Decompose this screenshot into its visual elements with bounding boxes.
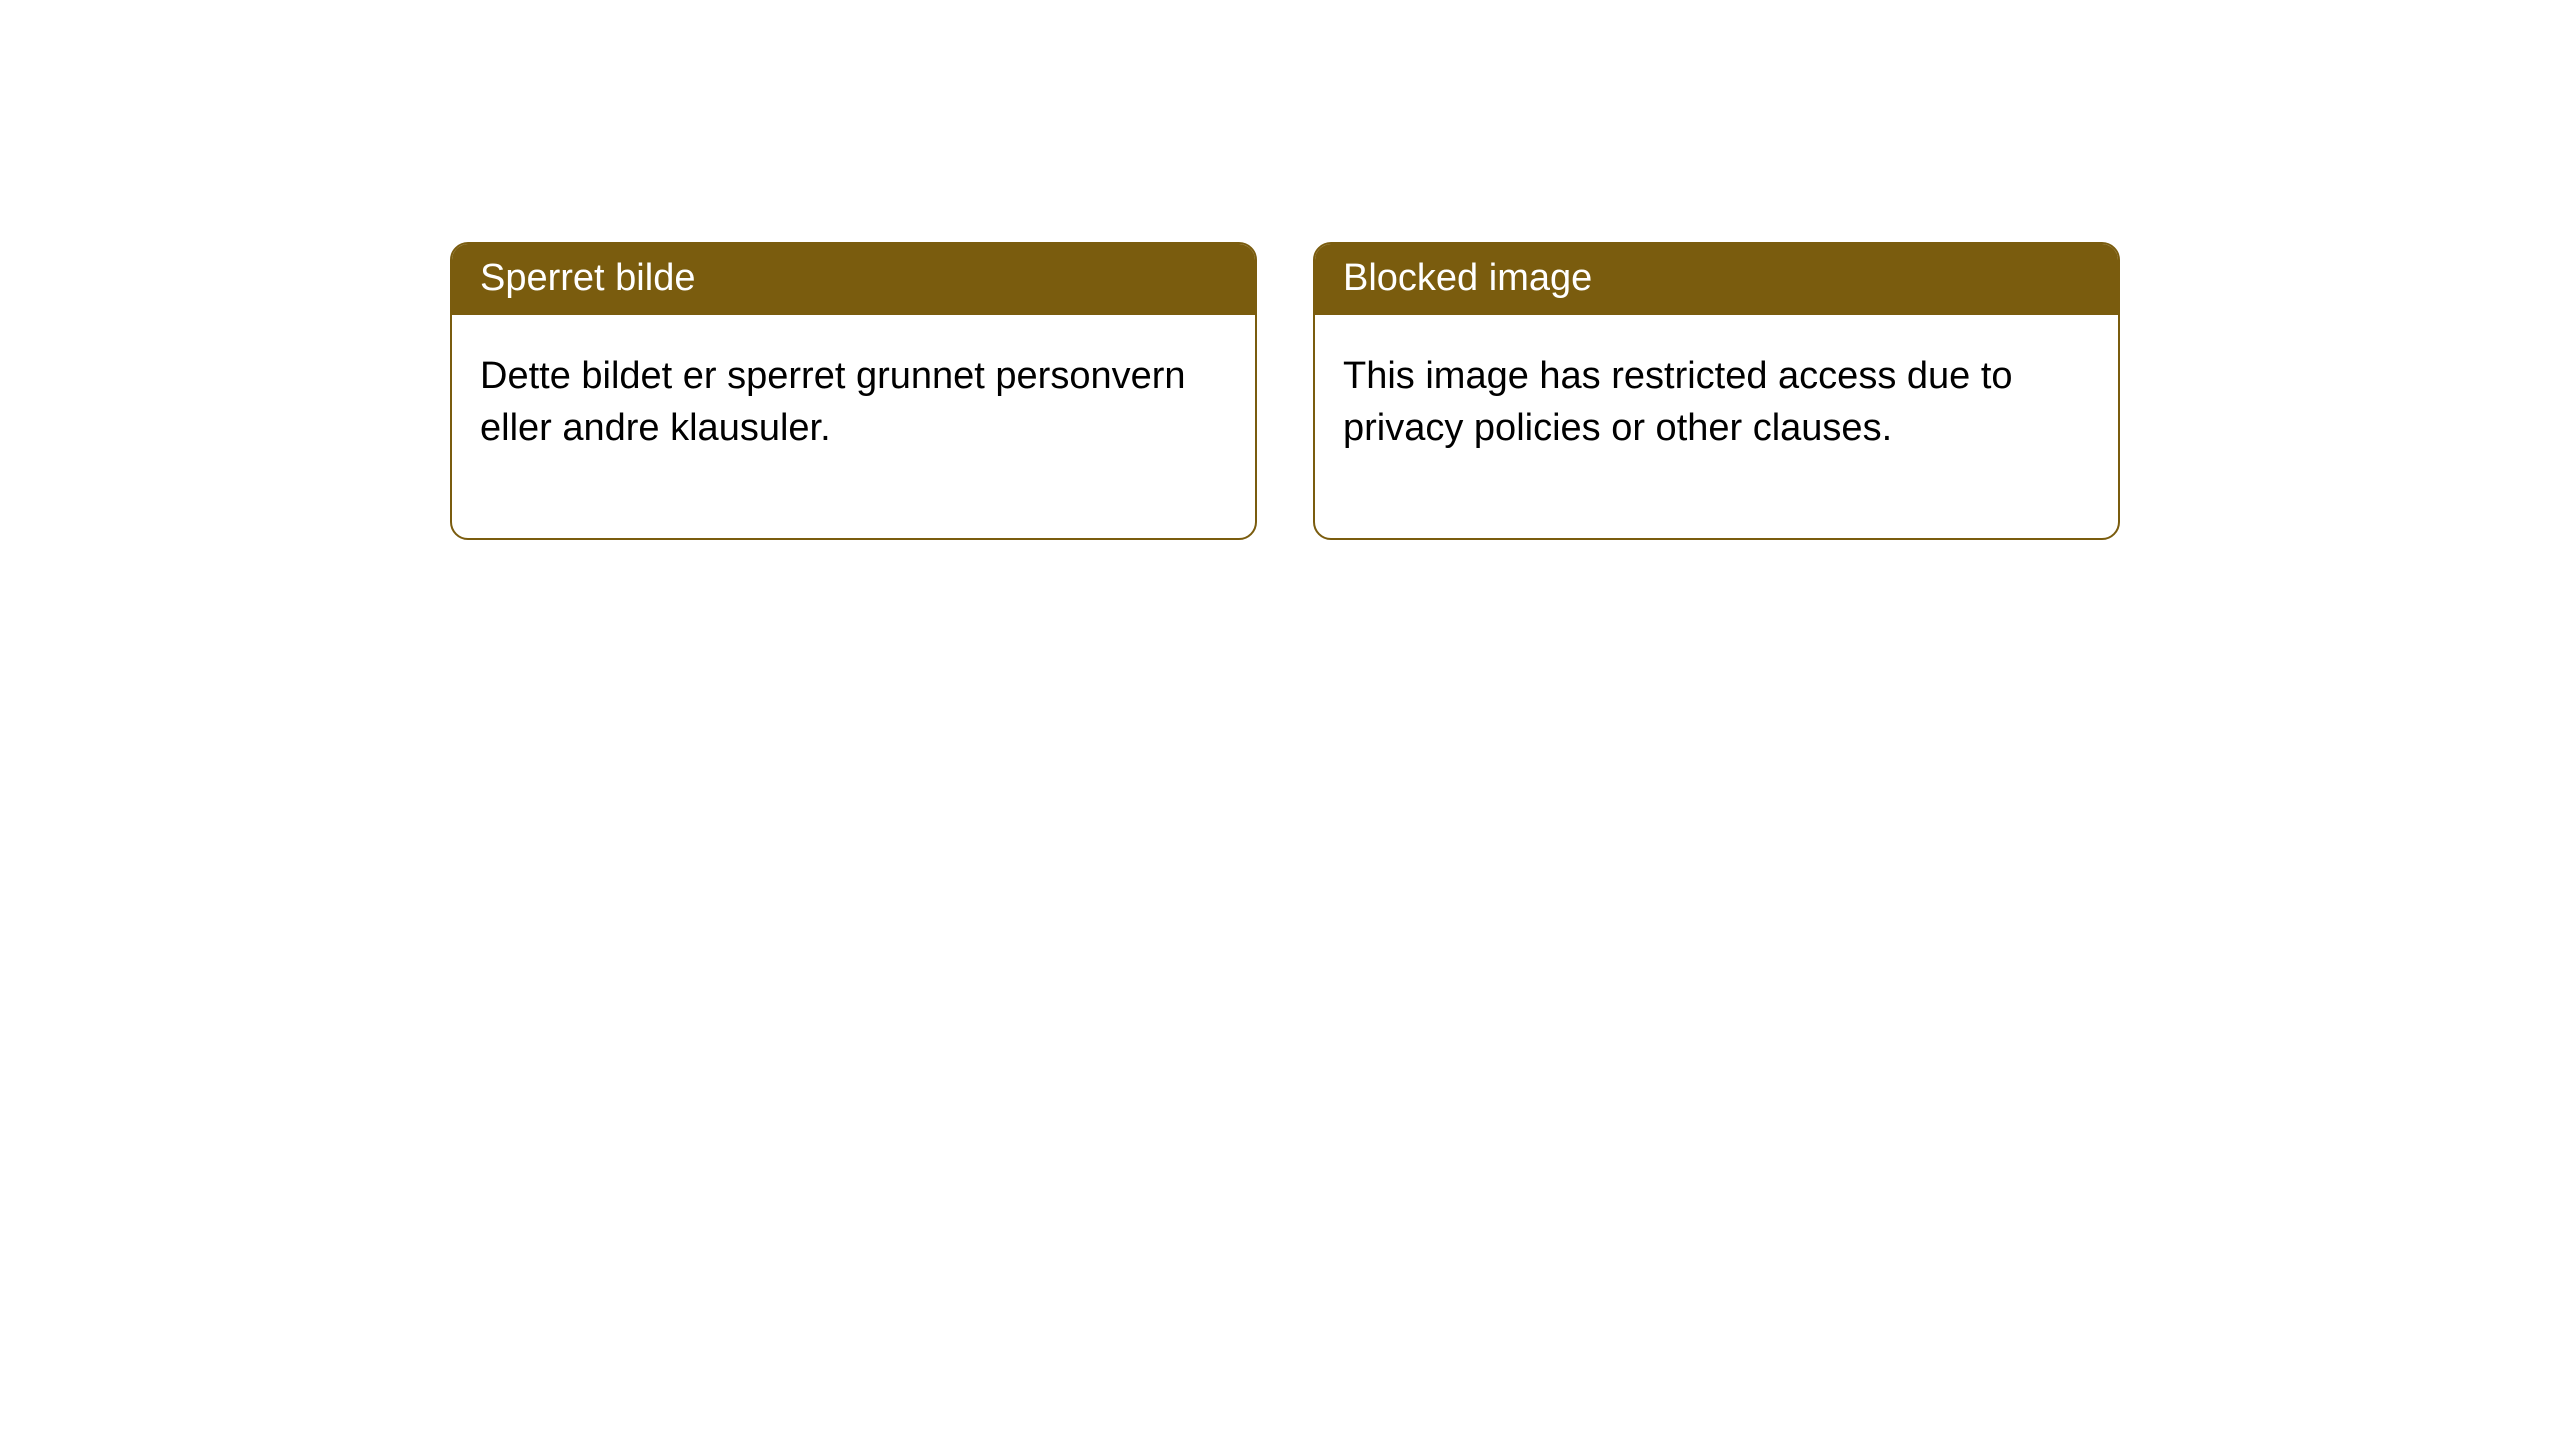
notice-title: Sperret bilde xyxy=(480,257,695,299)
notice-body: Dette bildet er sperret grunnet personve… xyxy=(452,315,1255,538)
notice-card-norwegian: Sperret bilde Dette bildet er sperret gr… xyxy=(450,242,1257,540)
notice-card-english: Blocked image This image has restricted … xyxy=(1313,242,2120,540)
notice-text: This image has restricted access due to … xyxy=(1343,355,2013,448)
notice-text: Dette bildet er sperret grunnet personve… xyxy=(480,355,1186,448)
notice-header: Blocked image xyxy=(1315,244,2118,315)
notice-title: Blocked image xyxy=(1343,257,1592,299)
notice-body: This image has restricted access due to … xyxy=(1315,315,2118,538)
notice-container: Sperret bilde Dette bildet er sperret gr… xyxy=(0,0,2560,540)
notice-header: Sperret bilde xyxy=(452,244,1255,315)
